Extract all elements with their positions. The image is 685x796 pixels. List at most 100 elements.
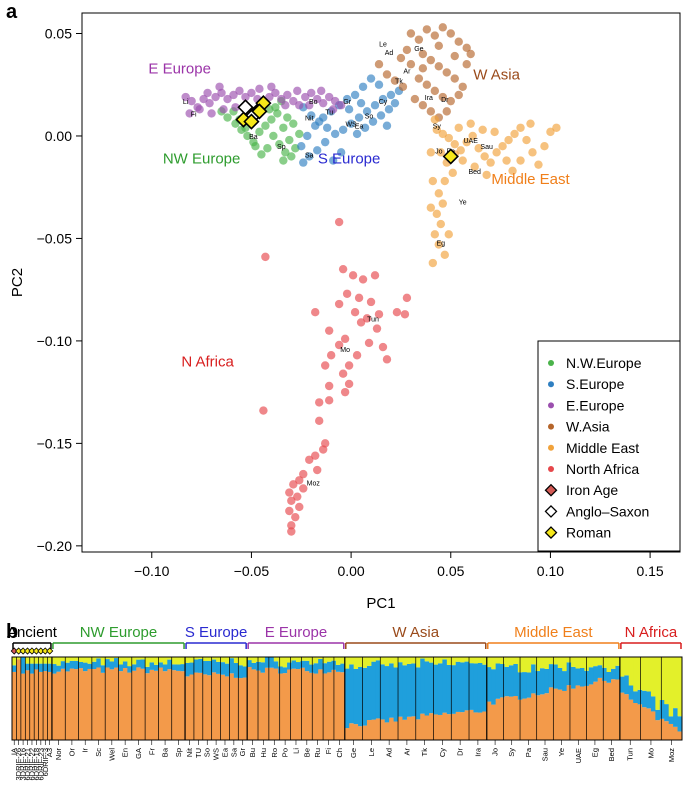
admixture-segment <box>189 674 195 740</box>
admixture-segment <box>220 674 226 740</box>
data-point <box>534 160 543 169</box>
admixture-segment <box>185 676 190 740</box>
admixture-segment <box>633 702 639 740</box>
data-point <box>402 293 412 303</box>
admixture-segment <box>224 676 230 740</box>
admixture-segment <box>242 677 248 740</box>
admixture-segment <box>43 671 48 740</box>
scatter-panel: −0.10 −0.05 0.00 0.05 0.10 0.15 0.05 0.00 −0.05 −… <box>9 12 681 612</box>
admixture-segment <box>619 676 625 693</box>
data-point <box>289 119 298 128</box>
admixture-segment <box>127 666 133 673</box>
admixture-segment <box>380 664 386 720</box>
admixture-segment <box>393 657 399 668</box>
data-point <box>462 137 471 147</box>
admixture-segment <box>304 671 310 740</box>
admixture-segment <box>349 664 355 724</box>
admixture-segment <box>455 661 461 712</box>
admixture-segment <box>136 659 142 668</box>
data-point <box>344 361 354 370</box>
admixture-segment <box>491 657 497 670</box>
population-label: Tk <box>395 79 403 86</box>
data-point <box>336 148 346 157</box>
admixture-segment <box>260 662 266 673</box>
legend-entry: Iron Age <box>566 482 618 498</box>
admixture-segment <box>650 657 656 697</box>
admixture-segment <box>38 657 44 664</box>
admixture-segment <box>593 657 599 667</box>
admixture-segment <box>593 681 599 740</box>
data-point <box>318 98 328 108</box>
admixture-panel: AncientIA3DRIF-263DRIF-166DRIF-216DRIF-2… <box>7 624 683 781</box>
admixture-segment <box>78 657 84 662</box>
admixture-segment <box>673 726 678 740</box>
group-label: E Europe <box>148 60 211 77</box>
admixture-segment <box>371 719 377 740</box>
admixture-segment <box>668 657 674 717</box>
admixture-segment <box>673 657 678 709</box>
data-point <box>522 135 531 145</box>
admixture-segment <box>451 665 457 714</box>
admixture-segment <box>176 664 182 671</box>
population-label: Or <box>67 748 76 757</box>
admixture-segment <box>51 673 57 740</box>
admixture-segment <box>375 657 381 661</box>
admixture-segment <box>469 657 474 664</box>
admixture-segment <box>411 657 417 664</box>
population-label: Ba <box>161 747 170 757</box>
admixture-segment <box>282 673 288 740</box>
admixture-segment <box>256 670 261 740</box>
group-label: NW Europe <box>80 624 158 641</box>
admixture-segment <box>615 679 621 740</box>
admixture-segment <box>562 671 568 691</box>
admixture-segment <box>526 657 532 673</box>
admixture-segment <box>579 657 585 669</box>
legend-entry: S.Europe <box>566 376 625 392</box>
data-point <box>546 127 555 137</box>
data-point <box>279 156 288 165</box>
data-point <box>311 121 320 130</box>
admixture-segment <box>553 688 559 740</box>
data-point <box>406 29 416 38</box>
data-point <box>418 64 428 73</box>
admixture-segment <box>597 665 603 678</box>
data-point <box>448 168 457 178</box>
admixture-segment <box>473 712 479 740</box>
data-point <box>299 158 308 167</box>
admixture-segment <box>486 667 492 702</box>
data-point <box>271 88 280 98</box>
data-point <box>313 146 322 155</box>
admixture-segment <box>96 667 102 740</box>
admixture-segment <box>118 671 124 740</box>
population-label: Be <box>302 748 311 757</box>
data-point <box>540 142 549 151</box>
data-point <box>318 445 328 454</box>
admixture-segment <box>402 719 408 740</box>
population-label: Ro <box>270 748 279 758</box>
admixture-segment <box>12 671 17 740</box>
population-label: Ira <box>473 747 482 757</box>
admixture-segment <box>34 669 40 740</box>
admixture-segment <box>180 671 186 740</box>
admixture-segment <box>429 713 434 740</box>
data-point <box>275 139 284 149</box>
population-label: Gr <box>343 99 351 106</box>
data-point <box>362 107 372 116</box>
data-point <box>370 101 380 110</box>
admixture-segment <box>482 657 488 665</box>
population-label: Sc <box>94 748 103 757</box>
data-point <box>426 148 436 157</box>
admixture-segment <box>158 657 164 663</box>
admixture-segment <box>646 708 652 740</box>
data-point <box>432 125 442 135</box>
admixture-segment <box>131 670 137 740</box>
admixture-segment <box>335 671 341 740</box>
admixture-segment <box>256 657 261 662</box>
data-point <box>261 121 270 130</box>
ancient-sample-marker <box>243 113 260 130</box>
data-point <box>474 144 483 153</box>
admixture-segment <box>664 657 670 705</box>
admixture-segment <box>118 657 124 665</box>
data-point <box>283 90 292 100</box>
admixture-segment <box>322 657 328 664</box>
